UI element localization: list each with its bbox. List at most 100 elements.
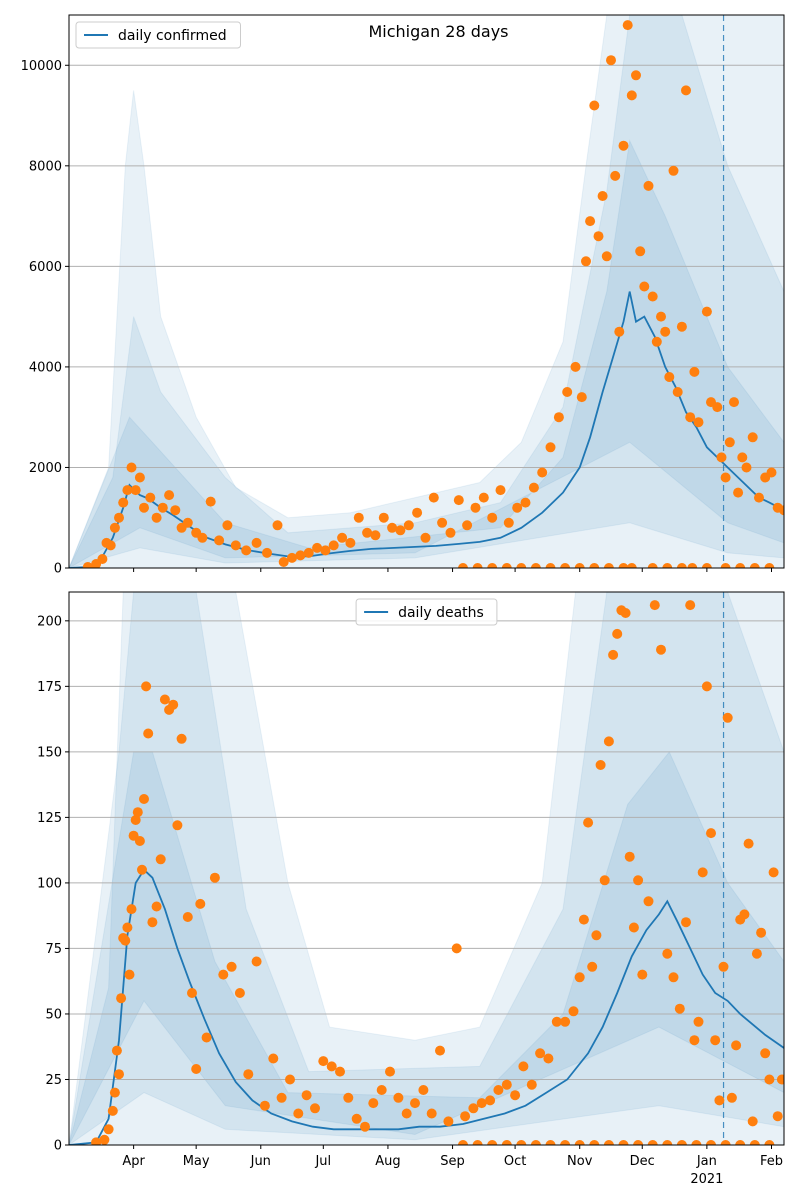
data-point (689, 366, 700, 377)
data-point (585, 216, 596, 227)
data-point (385, 1066, 395, 1077)
data-point (545, 1140, 556, 1145)
data-point (503, 517, 514, 528)
data-point (362, 527, 373, 538)
data-point (182, 912, 193, 922)
data-point (218, 969, 229, 980)
data-point (116, 993, 127, 1004)
data-point (551, 1016, 562, 1027)
data-point (159, 694, 170, 705)
data-point (610, 170, 621, 181)
legend: daily deaths (355, 598, 498, 626)
data-point (164, 490, 175, 501)
data-point (426, 1108, 437, 1119)
data-point (576, 392, 587, 403)
data-point (651, 336, 662, 347)
data-point (295, 550, 306, 561)
data-point (603, 563, 614, 568)
data-point (574, 1140, 585, 1145)
data-point (595, 760, 606, 770)
data-point (643, 180, 654, 191)
data-point (618, 140, 629, 151)
x-tick-label: Aug (375, 1154, 400, 1169)
data-point (468, 1103, 479, 1114)
data-point (622, 20, 633, 31)
data-point (201, 1032, 212, 1043)
data-point (647, 563, 658, 568)
data-point (560, 1016, 571, 1027)
data-point (318, 1056, 329, 1067)
data-point (155, 854, 166, 865)
data-point (603, 1140, 614, 1145)
data-point (234, 988, 245, 998)
y-tick-label: 8000 (29, 159, 62, 174)
data-point (772, 1111, 783, 1122)
y-tick-label: 0 (54, 562, 62, 577)
data-point (293, 1108, 304, 1119)
x-tick-label: Nov (567, 1154, 593, 1169)
data-point (472, 563, 483, 568)
data-point (697, 867, 708, 878)
y-tick-label: 50 (45, 1007, 62, 1022)
data-point (487, 563, 498, 568)
data-point (570, 361, 581, 372)
data-point (662, 1140, 673, 1145)
x-tick-label: Jun (250, 1154, 271, 1169)
data-point (668, 165, 679, 176)
data-point (134, 472, 145, 483)
data-point (214, 535, 225, 546)
data-point (403, 520, 414, 531)
y-tick-label: 10000 (21, 59, 62, 74)
data-point (589, 100, 600, 111)
data-point (606, 55, 616, 66)
data-point (168, 699, 179, 710)
data-point (285, 1074, 295, 1085)
data-point (139, 502, 149, 513)
data-point (109, 1087, 120, 1098)
data-point (195, 898, 206, 909)
data-point (731, 1040, 742, 1051)
data-point (487, 512, 498, 523)
x-tick-label: Sep (440, 1154, 465, 1169)
data-point (103, 1124, 114, 1135)
data-point (647, 291, 658, 302)
data-point (766, 467, 777, 478)
data-point (435, 1045, 445, 1056)
data-point (170, 505, 181, 516)
data-point (614, 326, 625, 337)
data-point (301, 1090, 312, 1101)
data-point (676, 321, 687, 332)
data-point (132, 807, 143, 818)
data-point (737, 452, 748, 463)
data-point (701, 306, 712, 317)
data-point (668, 972, 679, 983)
data-point (672, 387, 683, 397)
data-point (593, 231, 604, 242)
data-point (631, 70, 641, 81)
data-point (451, 943, 462, 954)
data-point (151, 901, 162, 912)
data-point (568, 1006, 579, 1017)
confirmed-panel: 0 2000 4000 6000 8000 10000 Michigan 28 days da… (21, 14, 785, 577)
data-point (518, 1061, 529, 1072)
data-point (343, 1092, 354, 1103)
data-point (747, 432, 758, 443)
data-point (612, 628, 623, 639)
data-point (126, 904, 137, 915)
data-point (326, 1061, 337, 1072)
data-point (143, 728, 154, 739)
data-point (393, 1092, 404, 1103)
data-point (545, 442, 556, 453)
x-tick-label: Apr (122, 1154, 145, 1169)
y-tick-label: 6000 (29, 260, 62, 275)
data-point (176, 733, 187, 744)
y-tick-label: 4000 (29, 360, 62, 375)
data-point (337, 532, 348, 543)
data-point (601, 251, 612, 262)
data-point (251, 956, 262, 967)
data-point (729, 397, 739, 408)
data-point (764, 1074, 775, 1085)
data-point (410, 1098, 420, 1109)
data-point (660, 326, 671, 337)
data-point (676, 563, 687, 568)
